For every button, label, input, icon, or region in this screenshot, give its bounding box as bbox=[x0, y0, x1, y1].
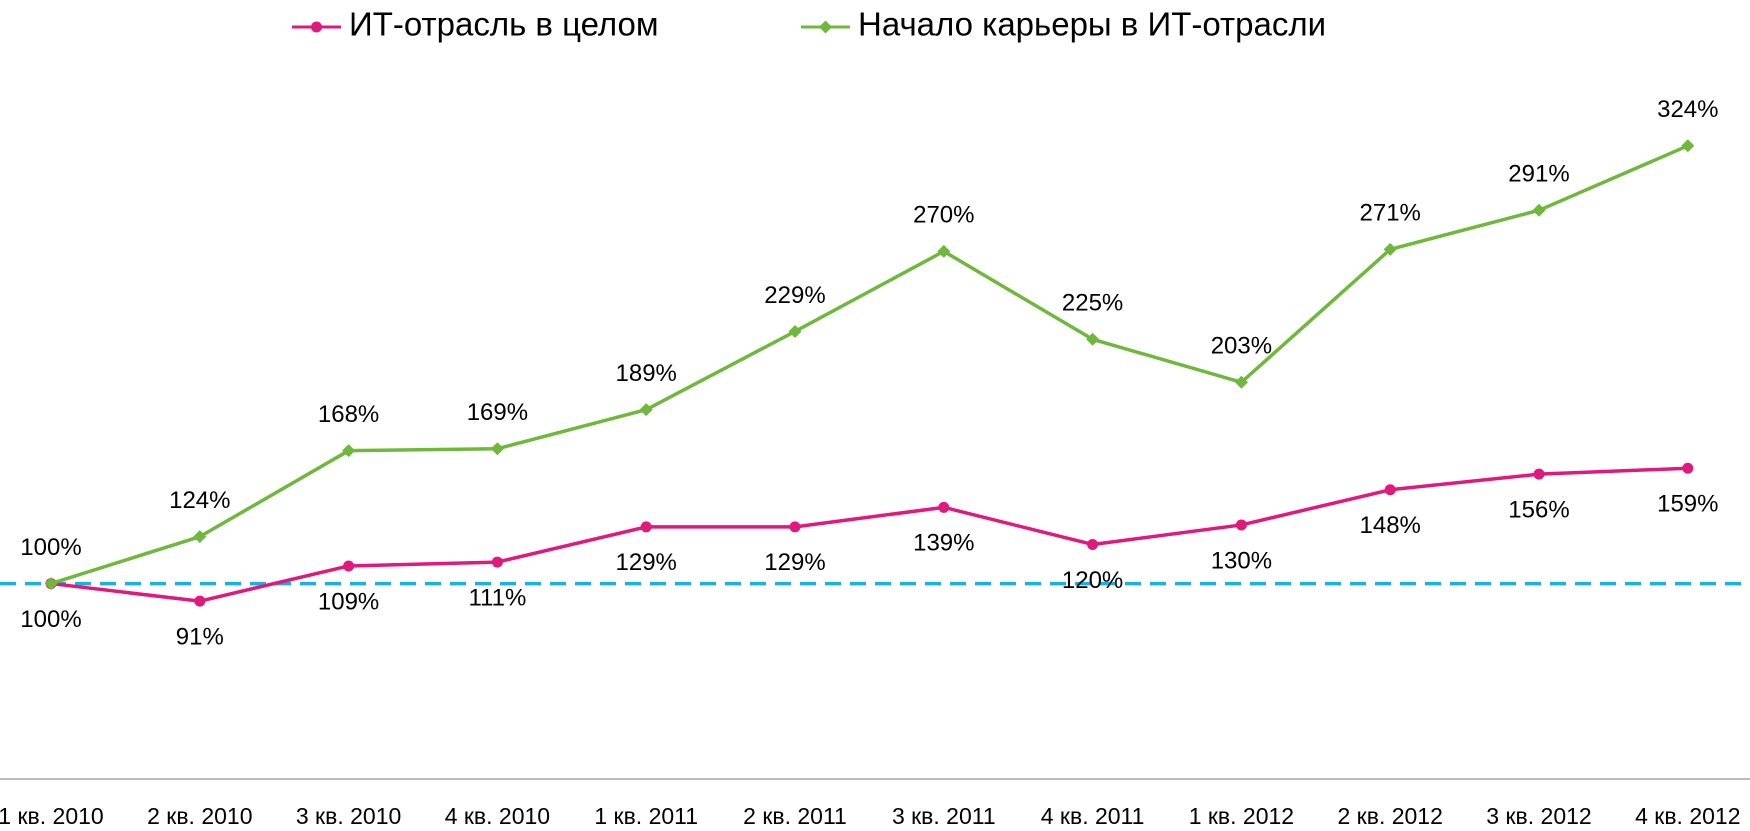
data-point bbox=[193, 530, 207, 544]
data-label: 124% bbox=[169, 487, 230, 514]
x-tick-label: 4 кв. 2011 bbox=[1041, 803, 1145, 829]
series-line bbox=[50, 144, 1689, 586]
data-label: 324% bbox=[1657, 96, 1718, 123]
x-tick-label: 2 кв. 2012 bbox=[1337, 803, 1442, 829]
data-point bbox=[1532, 203, 1546, 217]
legend-label: ИТ-отрасль в целом bbox=[349, 6, 659, 43]
x-tick-label: 4 кв. 2010 bbox=[445, 803, 550, 829]
data-label: 229% bbox=[764, 282, 825, 309]
series-line bbox=[50, 466, 1688, 603]
data-point bbox=[789, 521, 801, 533]
data-label: 203% bbox=[1211, 333, 1272, 360]
data-point bbox=[1235, 519, 1247, 531]
data-point bbox=[640, 521, 652, 533]
data-label: 270% bbox=[913, 202, 974, 229]
x-tick-label: 2 кв. 2011 bbox=[743, 803, 847, 829]
data-label: 129% bbox=[764, 549, 825, 576]
data-label: 271% bbox=[1360, 200, 1421, 227]
data-label: 91% bbox=[176, 624, 224, 651]
data-label: 156% bbox=[1508, 496, 1569, 523]
x-tick-label: 1 кв. 2010 bbox=[0, 803, 104, 829]
x-tick-label: 3 кв. 2011 bbox=[892, 803, 996, 829]
x-tick-label: 2 кв. 2010 bbox=[147, 803, 252, 829]
data-point bbox=[343, 560, 355, 572]
data-label: 100% bbox=[20, 606, 81, 633]
data-label: 291% bbox=[1508, 161, 1569, 188]
x-tick-label: 1 кв. 2011 bbox=[594, 803, 698, 829]
x-tick-label: 4 кв. 2012 bbox=[1635, 803, 1740, 829]
x-tick-label: 1 кв. 2012 bbox=[1189, 803, 1294, 829]
data-label: 169% bbox=[467, 399, 528, 426]
data-label: 159% bbox=[1657, 491, 1718, 518]
data-point bbox=[1681, 139, 1695, 153]
data-label: 189% bbox=[616, 360, 677, 387]
data-point bbox=[1086, 332, 1100, 346]
data-label: 109% bbox=[318, 588, 379, 615]
data-label: 111% bbox=[468, 584, 526, 611]
data-label: 139% bbox=[913, 530, 974, 557]
data-point bbox=[1533, 468, 1545, 480]
legend-label: Начало карьеры в ИТ-отрасли bbox=[858, 6, 1326, 43]
data-point bbox=[1383, 242, 1397, 256]
data-label: 100% bbox=[20, 534, 81, 561]
legend-marker bbox=[819, 20, 832, 34]
data-point bbox=[1087, 538, 1099, 550]
data-point bbox=[938, 501, 950, 513]
data-point bbox=[1384, 484, 1396, 496]
data-label: 129% bbox=[616, 549, 677, 576]
data-point bbox=[788, 324, 802, 338]
data-label: 168% bbox=[318, 401, 379, 428]
data-label: 130% bbox=[1211, 547, 1272, 574]
data-point bbox=[1234, 375, 1248, 389]
data-point bbox=[1682, 462, 1694, 474]
x-tick-label: 3 кв. 2012 bbox=[1486, 803, 1591, 829]
legend-marker bbox=[311, 21, 322, 33]
data-point bbox=[491, 556, 503, 568]
data-point bbox=[639, 403, 653, 417]
data-point bbox=[937, 244, 951, 258]
data-point bbox=[342, 444, 356, 458]
data-point bbox=[44, 577, 58, 591]
data-point bbox=[194, 595, 206, 607]
data-point bbox=[490, 442, 504, 456]
data-label: 120% bbox=[1062, 567, 1123, 594]
data-label: 225% bbox=[1062, 290, 1123, 317]
data-label: 148% bbox=[1360, 512, 1421, 539]
x-tick-label: 3 кв. 2010 bbox=[296, 803, 401, 829]
